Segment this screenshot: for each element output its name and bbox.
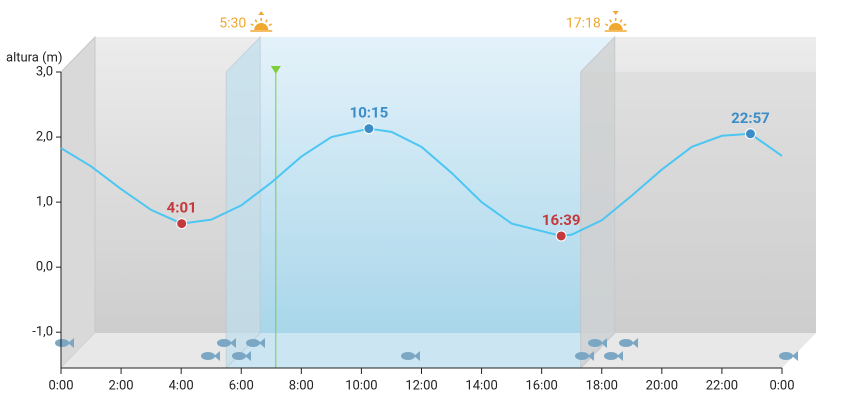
- x-tick-label: 2:00: [109, 378, 134, 393]
- x-tick-label: 20:00: [646, 378, 678, 393]
- x-tick-label: 6:00: [229, 378, 254, 393]
- sun-ray: [604, 23, 609, 27]
- night-front: [580, 35, 616, 370]
- sun-ray: [254, 19, 258, 23]
- background: [60, 35, 816, 370]
- left-wall: [60, 35, 96, 370]
- night-shade: [580, 72, 816, 333]
- y-axis-label: altura (m): [6, 50, 62, 65]
- x-tick-label: 4:00: [169, 378, 194, 393]
- sun-arrow: [258, 11, 265, 15]
- y-tick-label: 0,0: [36, 260, 53, 275]
- sun-icon: [254, 23, 269, 30]
- extreme-point: [176, 218, 188, 230]
- x-tick-label: 22:00: [706, 378, 738, 393]
- y-tick-label: 1,0: [36, 195, 53, 210]
- extreme-label: 4:01: [167, 199, 197, 217]
- extreme-label: 10:15: [350, 104, 389, 122]
- extreme-point: [363, 123, 375, 135]
- y-tick-label: 3,0: [36, 64, 53, 79]
- now-marker: [270, 66, 281, 74]
- daylight-floor: [226, 333, 615, 368]
- extreme-point: [555, 230, 567, 242]
- y-tick-label: 2,0: [36, 129, 53, 144]
- x-tick-label: 16:00: [525, 378, 557, 393]
- sunset-label: 17:18: [566, 16, 601, 32]
- x-tick-label: 10:00: [345, 378, 377, 393]
- extreme-label: 22:57: [731, 109, 770, 127]
- daylight-front: [225, 35, 261, 370]
- x-tick-label: 18:00: [586, 378, 618, 393]
- sunrise-label: 5:30: [219, 16, 246, 32]
- y-tick-label: -1,0: [32, 325, 53, 340]
- sun-arrow: [612, 11, 619, 15]
- sun-ray: [268, 23, 272, 27]
- extreme-point: [744, 128, 756, 140]
- sun-ray: [250, 23, 254, 27]
- sun-ray: [623, 23, 627, 27]
- sun-ray: [265, 19, 268, 23]
- x-tick-label: 14:00: [465, 378, 497, 393]
- extreme-label: 16:39: [542, 211, 581, 229]
- x-tick-label: 8:00: [289, 378, 314, 393]
- daylight-back: [260, 37, 615, 333]
- sun-ray: [609, 19, 612, 23]
- x-tick-label: 0:00: [48, 378, 73, 393]
- x-tick-label: 12:00: [405, 378, 437, 393]
- sun-icon: [608, 23, 623, 30]
- sun-ray: [619, 19, 623, 23]
- x-tick-label: 0:00: [769, 378, 794, 393]
